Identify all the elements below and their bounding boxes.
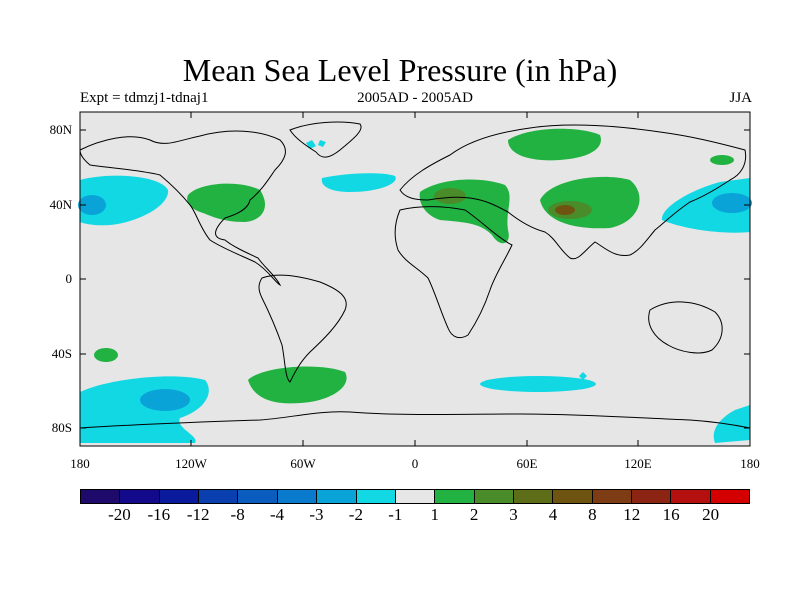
anomaly-natlantic <box>321 173 396 192</box>
anomaly-spac-small <box>94 348 118 362</box>
colorbar-swatch <box>592 490 633 503</box>
anomaly-south-america <box>248 366 347 404</box>
anomaly-kamchatka <box>710 155 734 165</box>
colorbar-label: 12 <box>623 505 641 524</box>
coast-north-america <box>79 130 286 287</box>
colorbar-swatch <box>474 490 514 503</box>
colorbar-swatch <box>159 490 200 503</box>
colorbar-label: 1 <box>430 505 439 524</box>
lon-label-180-east: 180 <box>740 456 760 471</box>
colorbar-swatch <box>81 490 121 503</box>
anomaly-south-east <box>713 405 750 443</box>
colorbar-label: -16 <box>147 505 171 524</box>
axis-ticks <box>80 112 750 446</box>
coast-australia <box>648 301 723 354</box>
colorbar-swatch <box>395 490 436 503</box>
lat-label-80s: 80S <box>51 420 72 435</box>
colorbar-label: -3 <box>309 505 324 524</box>
colorbar-label: -4 <box>269 505 285 524</box>
season-label: JJA <box>729 90 752 106</box>
lat-label-80n: 80N <box>49 122 72 137</box>
anomaly-indian <box>480 376 596 392</box>
colorbar-swatch <box>435 490 475 503</box>
anomaly-greenland <box>306 140 326 149</box>
coastlines <box>79 121 751 429</box>
colorbar-swatch <box>710 490 750 503</box>
coast-antarctica <box>79 411 751 429</box>
colorbar-swatch <box>238 490 278 503</box>
map-title: Mean Sea Level Pressure (in hPa) <box>182 52 618 88</box>
colorbar-label: 8 <box>588 505 597 524</box>
colorbar <box>80 489 750 504</box>
colorbar-label: -12 <box>186 505 210 524</box>
anomaly-namerica <box>187 183 265 222</box>
colorbar-swatch <box>671 490 711 503</box>
colorbar-label: 16 <box>662 505 680 524</box>
lon-label-60e: 60E <box>516 456 538 471</box>
anomaly-npac-west <box>80 175 169 226</box>
lon-label-120e: 120E <box>624 456 652 471</box>
colorbar-swatch <box>513 490 554 503</box>
lon-label-60w: 60W <box>290 456 316 471</box>
coast-eurasia <box>399 124 747 260</box>
colorbar-label: 2 <box>469 505 479 524</box>
colorbar-swatch <box>632 490 672 503</box>
coast-greenland <box>289 121 362 158</box>
experiment-label: Expt = tdmzj1-tdnaj1 <box>80 90 209 106</box>
anomaly-siberia <box>508 128 601 161</box>
lon-label-120w: 120W <box>175 456 207 471</box>
colorbar-label: -20 <box>108 505 131 524</box>
anomaly-spac-core <box>140 389 190 411</box>
anomaly-npac-west-core <box>78 195 106 215</box>
colorbar-label: 20 <box>702 505 720 524</box>
colorbar-swatch <box>317 490 357 503</box>
anomaly-npac-east <box>661 178 750 233</box>
lon-label-180-west: 180 <box>70 456 90 471</box>
colorbar-swatch <box>120 490 160 503</box>
anomaly-npac-east-core <box>712 193 752 213</box>
anomaly-central-asia-core2 <box>555 205 575 215</box>
colorbar-label: 4 <box>548 505 558 524</box>
lat-label-40s: 40S <box>51 346 72 361</box>
colorbar-swatch <box>199 490 239 503</box>
coast-south-america <box>258 274 347 383</box>
colorbar-label: -2 <box>348 505 363 524</box>
colorbar-swatch <box>553 490 593 503</box>
colorbar-swatch <box>277 490 318 503</box>
colorbar-label: -8 <box>230 505 245 524</box>
colorbar-swatch <box>356 490 396 503</box>
colorbar-label: -1 <box>388 505 403 524</box>
anomaly-indian-dot <box>579 372 587 380</box>
lat-label-40n: 40N <box>49 197 72 212</box>
coast-africa <box>394 206 513 339</box>
anomaly-mideast-core <box>434 188 466 204</box>
period-label: 2005AD - 2005AD <box>357 90 473 106</box>
lon-label-0: 0 <box>411 456 419 471</box>
lat-label-0: 0 <box>65 271 73 286</box>
colorbar-label: 3 <box>509 505 518 524</box>
